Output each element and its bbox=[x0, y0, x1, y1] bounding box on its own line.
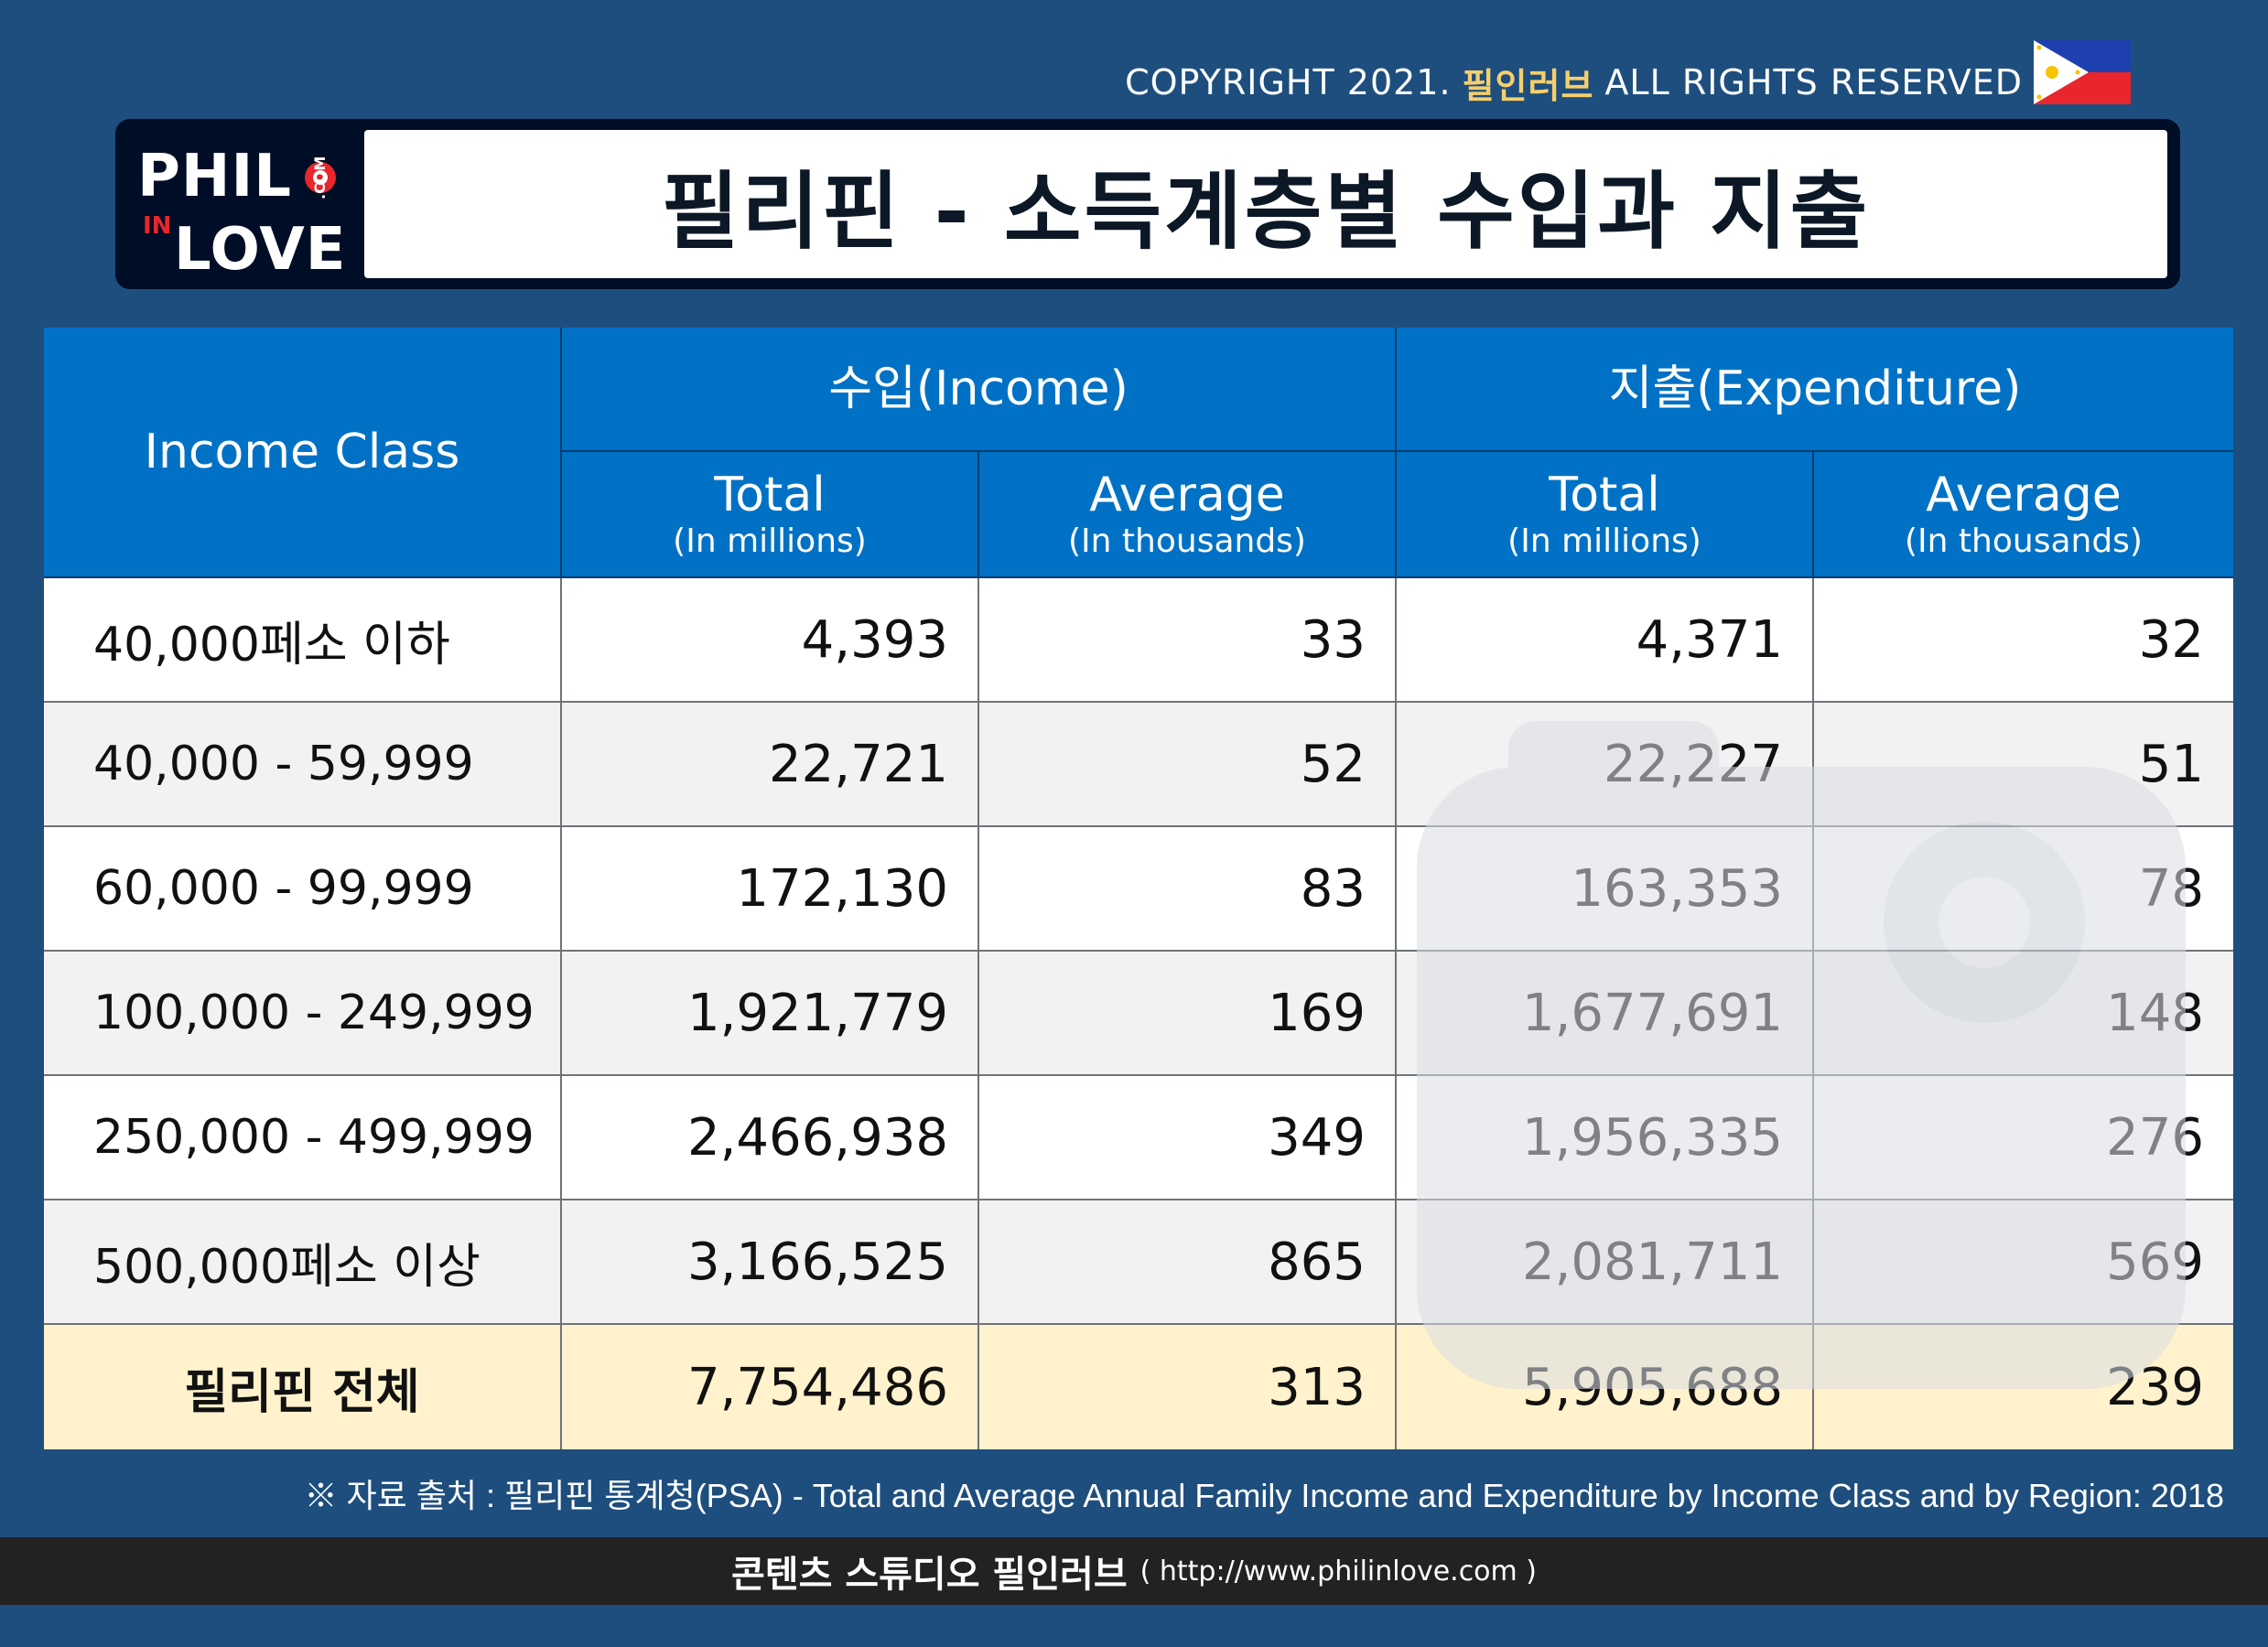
cell-income-average: 83 bbox=[979, 827, 1397, 952]
title-bar: PHIL .COM IN LOVE 필리핀 - 소득계층별 수입과 지출 bbox=[115, 119, 2180, 289]
cell-income-class: 40,000 - 59,999 bbox=[44, 703, 562, 827]
cell-expenditure-average: 239 bbox=[1814, 1325, 2233, 1449]
header-expenditure-group: 지출(Expenditure) bbox=[1397, 328, 2233, 452]
logo-love: LOVE bbox=[174, 216, 347, 284]
cell-expenditure-average: 32 bbox=[1814, 578, 2233, 703]
header-expenditure-total: Total (In millions) bbox=[1397, 452, 1814, 578]
income-expenditure-table: Income Class 수입(Income) 지출(Expenditure) … bbox=[44, 328, 2233, 1449]
cell-income-class: 100,000 - 249,999 bbox=[44, 952, 562, 1076]
cell-expenditure-average: 276 bbox=[1814, 1076, 2233, 1200]
cell-expenditure-total: 163,353 bbox=[1397, 827, 1814, 952]
cell-expenditure-average: 78 bbox=[1814, 827, 2233, 952]
header-income-class: Income Class bbox=[44, 328, 562, 578]
cell-expenditure-total: 5,905,688 bbox=[1397, 1325, 1814, 1449]
page-title: 필리핀 - 소득계층별 수입과 지출 bbox=[661, 162, 1871, 261]
camera-lens-icon bbox=[305, 162, 336, 193]
source-note: ※ 자료 출처 : 필리핀 통계청(PSA) - Total and Avera… bbox=[304, 1477, 2224, 1514]
cell-income-average: 169 bbox=[979, 952, 1397, 1076]
cell-income-total: 2,466,938 bbox=[562, 1076, 979, 1200]
header-income-average: Average (In thousands) bbox=[979, 452, 1397, 578]
cell-income-average: 313 bbox=[979, 1325, 1397, 1449]
header-income-group: 수입(Income) bbox=[562, 328, 1397, 452]
philinlove-logo: PHIL .COM IN LOVE bbox=[115, 119, 364, 289]
logo-phil: PHIL bbox=[137, 143, 293, 210]
cell-expenditure-total: 22,227 bbox=[1397, 703, 1814, 827]
copyright-prefix: COPYRIGHT 2021. bbox=[1125, 62, 1452, 102]
cell-expenditure-average: 51 bbox=[1814, 703, 2233, 827]
philippines-flag-icon bbox=[2034, 40, 2131, 104]
cell-expenditure-total: 1,956,335 bbox=[1397, 1076, 1814, 1200]
cell-income-total: 4,393 bbox=[562, 578, 979, 703]
cell-income-average: 349 bbox=[979, 1076, 1397, 1200]
footer-url[interactable]: ( http://www.philinlove.com ) bbox=[1139, 1555, 1537, 1588]
header-income-total: Total (In millions) bbox=[562, 452, 979, 578]
footer-studio: 콘텐츠 스튜디오 필인러브 bbox=[730, 1554, 1128, 1596]
copyright-suffix: ALL RIGHTS RESERVED bbox=[1604, 62, 2023, 102]
cell-income-average: 865 bbox=[979, 1200, 1397, 1325]
table-grid: Income Class 수입(Income) 지출(Expenditure) … bbox=[44, 328, 2233, 1449]
cell-expenditure-total: 4,371 bbox=[1397, 578, 1814, 703]
cell-income-class: 250,000 - 499,999 bbox=[44, 1076, 562, 1200]
cell-income-class: 500,000페소 이상 bbox=[44, 1200, 562, 1325]
cell-income-average: 33 bbox=[979, 578, 1397, 703]
cell-income-class: 필리핀 전체 bbox=[44, 1325, 562, 1449]
logo-in: IN bbox=[143, 212, 172, 240]
header-expenditure-average: Average (In thousands) bbox=[1814, 452, 2233, 578]
logo-dotcom: .COM bbox=[311, 156, 329, 199]
footer-bar: 콘텐츠 스튜디오 필인러브 ( http://www.philinlove.co… bbox=[0, 1537, 2268, 1605]
cell-income-total: 22,721 bbox=[562, 703, 979, 827]
cell-expenditure-total: 2,081,711 bbox=[1397, 1200, 1814, 1325]
cell-income-total: 7,754,486 bbox=[562, 1325, 979, 1449]
cell-income-total: 172,130 bbox=[562, 827, 979, 952]
cell-expenditure-average: 569 bbox=[1814, 1200, 2233, 1325]
cell-income-total: 1,921,779 bbox=[562, 952, 979, 1076]
title-panel: 필리핀 - 소득계층별 수입과 지출 bbox=[364, 130, 2167, 278]
copyright-notice: COPYRIGHT 2021. 필인러브 ALL RIGHTS RESERVED bbox=[1125, 57, 2023, 108]
cell-income-class: 60,000 - 99,999 bbox=[44, 827, 562, 952]
cell-income-class: 40,000페소 이하 bbox=[44, 578, 562, 703]
cell-expenditure-total: 1,677,691 bbox=[1397, 952, 1814, 1076]
cell-expenditure-average: 148 bbox=[1814, 952, 2233, 1076]
copyright-brand: 필인러브 bbox=[1462, 65, 1594, 106]
cell-income-total: 3,166,525 bbox=[562, 1200, 979, 1325]
cell-income-average: 52 bbox=[979, 703, 1397, 827]
